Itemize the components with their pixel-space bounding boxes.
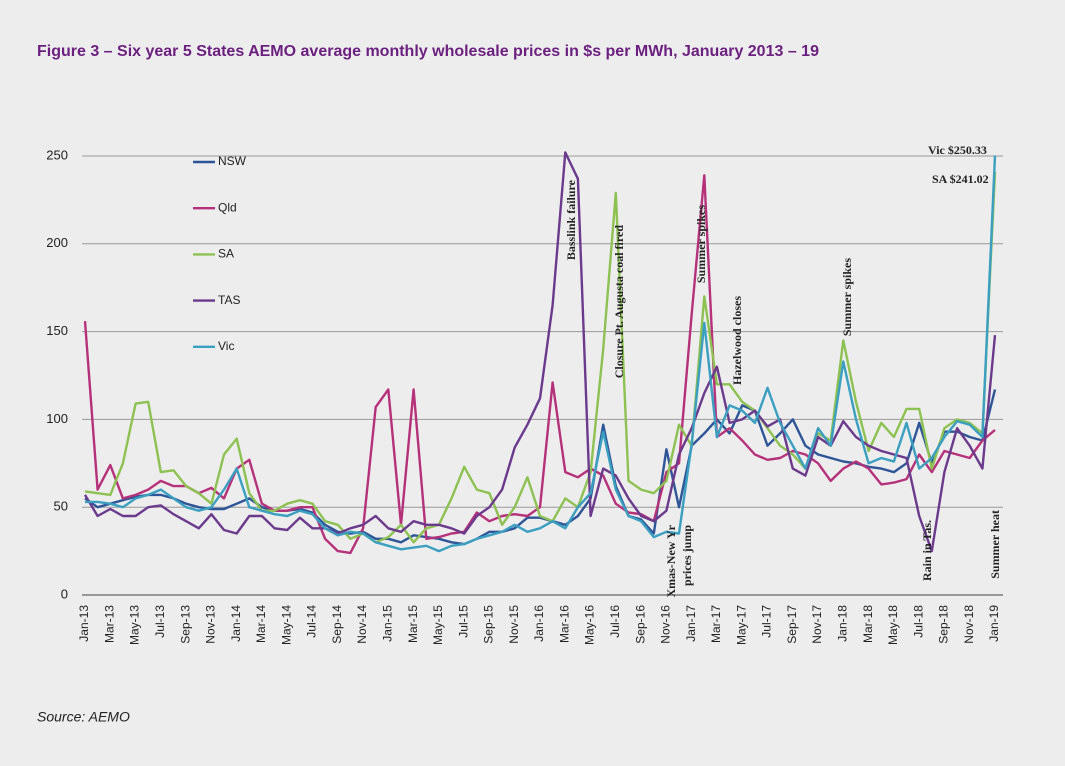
x-tick-label: Sep-18 [937,605,951,644]
x-tick-label: Jan-16 [532,605,546,642]
x-tick-label: Mar-16 [557,605,571,643]
annotation: SA $241.02 [932,172,989,186]
x-tick-label: Jan-19 [987,605,1001,642]
legend-label: Qld [218,200,237,214]
x-tick-label: Mar-14 [254,605,268,643]
x-tick-label: Sep-16 [633,605,647,644]
x-tick-label: Mar-17 [709,605,723,643]
annotation: Closure Pt. Augusta coal fired [612,225,626,379]
annotation: Summer spikes [694,205,708,283]
y-tick-label: 250 [46,147,68,162]
annotation: Summer heat [988,510,1002,579]
x-tick-label: May-15 [431,605,445,645]
y-tick-label: 50 [54,499,68,514]
legend-label: SA [218,247,234,261]
x-tick-label: Nov-18 [962,605,976,644]
x-tick-label: May-16 [583,605,597,645]
x-tick-label: Sep-13 [178,605,192,644]
annotation: prices jump [680,525,694,586]
annotation: Basslink failure [564,179,578,260]
x-tick-label: Jan-15 [381,605,395,642]
annotation: Summer spikes [840,258,854,336]
x-tick-label: Jan-13 [77,605,91,642]
x-tick-label: Jul-18 [911,605,925,638]
x-tick-label: Mar-15 [406,605,420,643]
annotation: Xmas-New Yr [664,524,678,597]
x-tick-label: Mar-18 [861,605,875,643]
y-tick-label: 200 [46,235,68,250]
series-line [85,155,997,553]
x-tick-label: Jan-17 [684,605,698,642]
x-tick-label: Sep-14 [330,605,344,644]
x-tick-label: Jul-14 [305,605,319,638]
chart-title: Figure 3 – Six year 5 States AEMO averag… [37,43,819,60]
x-tick-label: Sep-15 [482,605,496,644]
annotation: Hazelwood closes [730,296,744,385]
y-tick-label: 150 [46,323,68,338]
x-tick-label: Jul-17 [760,605,774,638]
x-tick-label: Sep-17 [785,605,799,644]
x-tick-label: Nov-16 [659,605,673,644]
x-tick-label: Jan-18 [836,605,850,642]
series-line [84,389,997,546]
annotation: Vic $250.33 [928,143,987,157]
source: Source: AEMO [37,709,130,725]
x-tick-label: Nov-15 [507,605,521,644]
legend-label: NSW [218,154,247,168]
annotation: Rain in Tas. [920,520,934,581]
x-tick-label: May-17 [734,605,748,645]
x-tick-label: Nov-14 [355,605,369,644]
x-tick-label: Jul-16 [608,605,622,638]
x-tick-label: Jul-15 [456,605,470,638]
legend-label: Vic [218,339,234,353]
x-tick-label: Jan-14 [229,605,243,642]
y-tick-label: 0 [61,586,68,601]
series-line [83,151,997,553]
x-tick-label: Mar-13 [102,605,116,643]
x-tick-label: May-18 [886,605,900,645]
x-tick-label: Jul-13 [153,605,167,638]
x-tick-label: May-14 [279,605,293,645]
x-tick-label: Nov-13 [204,605,218,644]
y-tick-label: 100 [46,411,68,426]
legend-label: TAS [218,293,240,307]
series-line [84,171,997,544]
x-tick-label: Nov-17 [810,605,824,644]
x-tick-label: May-13 [128,605,142,645]
